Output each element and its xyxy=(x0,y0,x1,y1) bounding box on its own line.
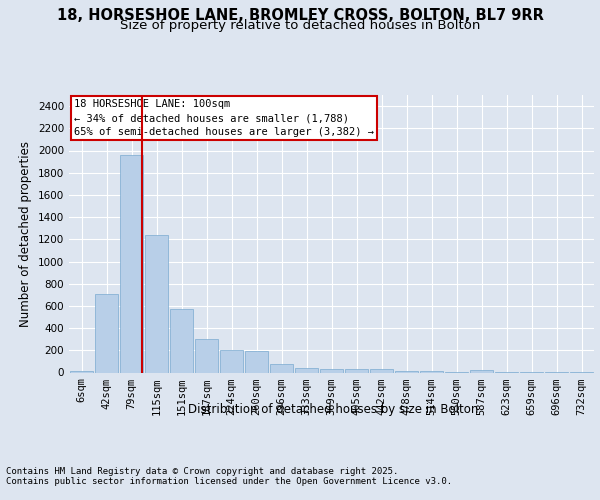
Bar xyxy=(420,371,443,372)
Bar xyxy=(245,351,268,372)
Bar xyxy=(345,370,368,372)
Text: Size of property relative to detached houses in Bolton: Size of property relative to detached ho… xyxy=(120,18,480,32)
Bar xyxy=(170,308,193,372)
Bar xyxy=(370,370,393,372)
Bar xyxy=(95,294,118,372)
Bar xyxy=(220,350,243,372)
Y-axis label: Number of detached properties: Number of detached properties xyxy=(19,141,32,327)
Text: Distribution of detached houses by size in Bolton: Distribution of detached houses by size … xyxy=(188,402,478,415)
Bar xyxy=(295,368,318,372)
Bar xyxy=(120,155,143,372)
Text: 18 HORSESHOE LANE: 100sqm
← 34% of detached houses are smaller (1,788)
65% of se: 18 HORSESHOE LANE: 100sqm ← 34% of detac… xyxy=(74,99,374,137)
Text: Contains public sector information licensed under the Open Government Licence v3: Contains public sector information licen… xyxy=(6,477,452,486)
Bar xyxy=(145,235,168,372)
Bar xyxy=(270,364,293,372)
Bar xyxy=(320,368,343,372)
Bar xyxy=(195,338,218,372)
Text: 18, HORSESHOE LANE, BROMLEY CROSS, BOLTON, BL7 9RR: 18, HORSESHOE LANE, BROMLEY CROSS, BOLTO… xyxy=(56,8,544,22)
Text: Contains HM Land Registry data © Crown copyright and database right 2025.: Contains HM Land Registry data © Crown c… xyxy=(6,467,398,476)
Bar xyxy=(395,371,418,372)
Bar xyxy=(70,371,93,372)
Bar xyxy=(470,370,493,372)
